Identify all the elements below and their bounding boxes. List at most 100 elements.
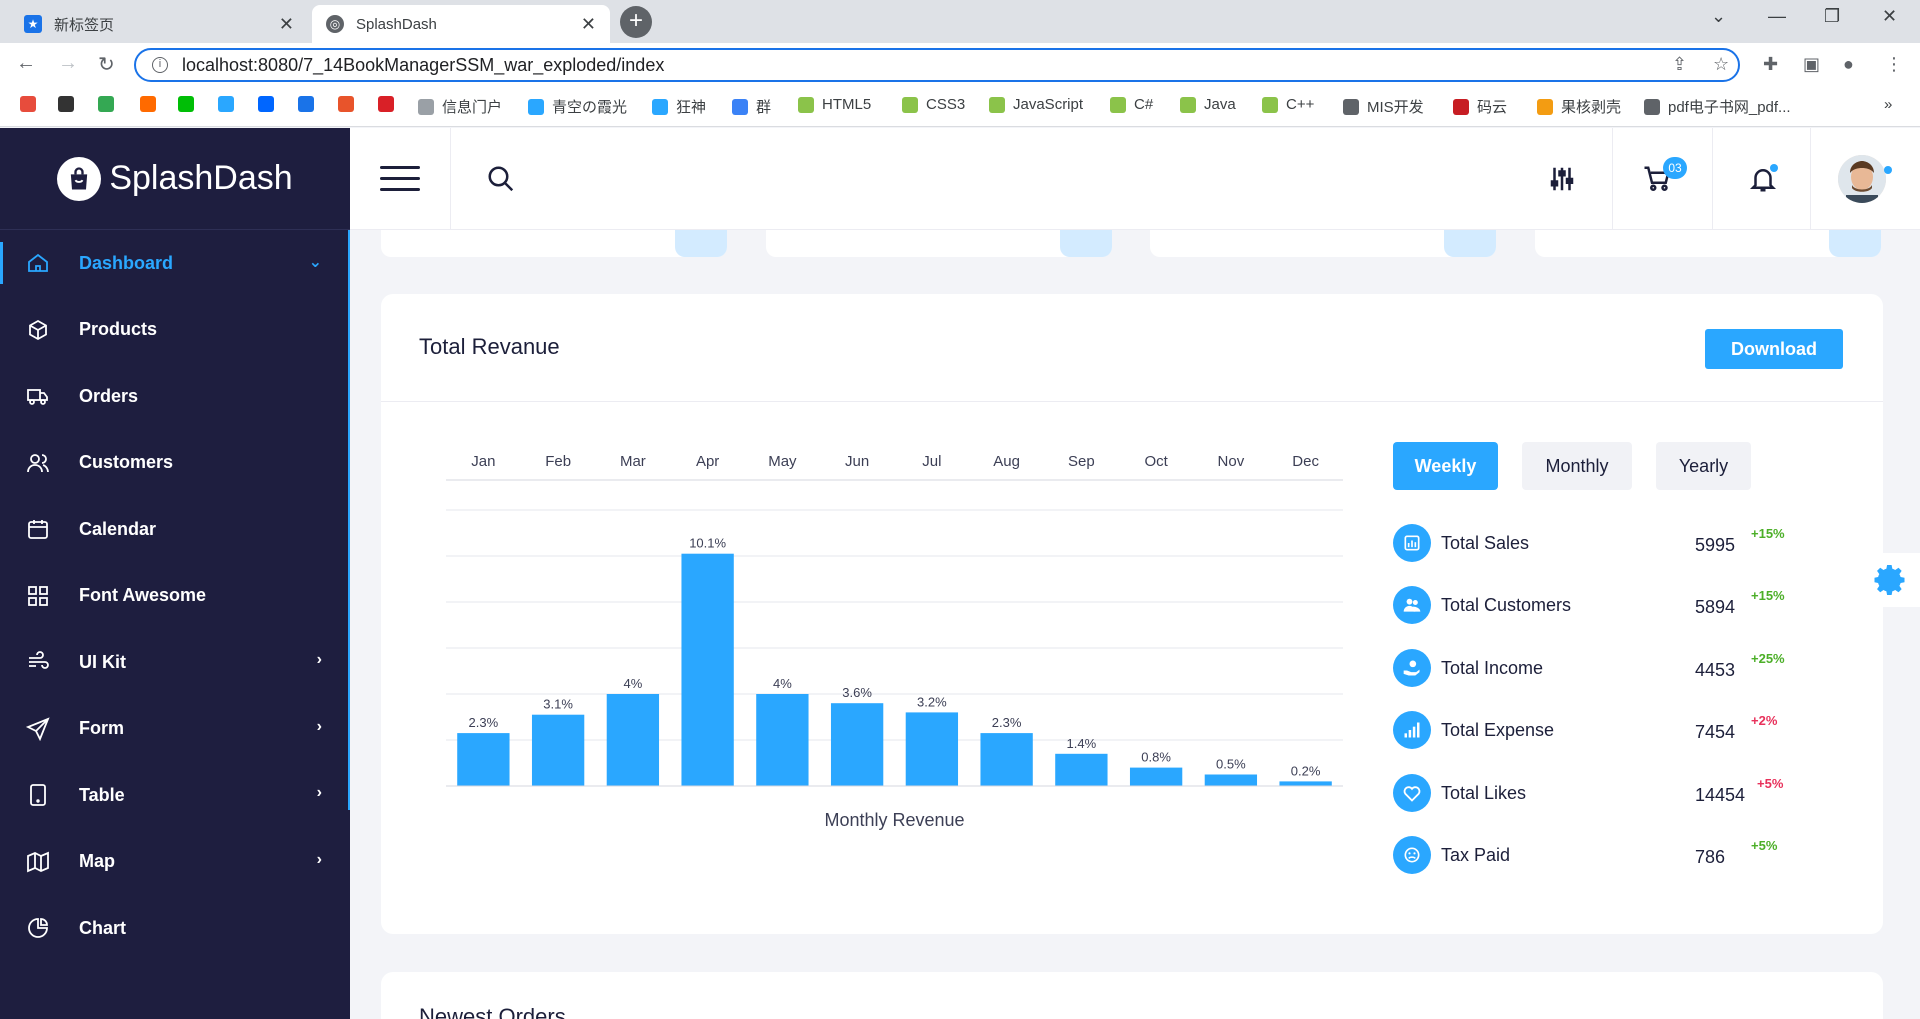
bookmark-item[interactable]: HTML5 bbox=[798, 96, 871, 113]
profile-icon[interactable]: ● bbox=[1843, 54, 1854, 74]
extensions-icon[interactable]: ✚ bbox=[1763, 54, 1779, 74]
sidebar-item-calendar[interactable]: Calendar bbox=[0, 496, 350, 563]
bookmark-item[interactable]: 狂神 bbox=[652, 96, 706, 117]
stat-change: +25% bbox=[1751, 651, 1785, 666]
stat-value: 786 bbox=[1695, 847, 1726, 867]
sidebar-item-dashboard[interactable]: Dashboard ⌄ bbox=[0, 230, 350, 297]
bookmark-item[interactable] bbox=[258, 96, 282, 112]
yearly-button[interactable]: Yearly bbox=[1656, 442, 1751, 490]
stat-total-sales: Total Sales 5995 +15% bbox=[1393, 524, 1833, 564]
reload-icon[interactable]: ↻ bbox=[98, 54, 115, 76]
sidebar-item-products[interactable]: Products bbox=[0, 297, 350, 364]
bookmark-item[interactable] bbox=[98, 96, 122, 112]
sidebar-item-font-awesome[interactable]: Font Awesome bbox=[0, 563, 350, 630]
bookmark-label: 群 bbox=[756, 99, 772, 116]
bookmark-item[interactable] bbox=[178, 96, 202, 112]
bookmark-item[interactable]: JavaScript bbox=[989, 96, 1083, 113]
bookmark-item[interactable] bbox=[378, 96, 402, 112]
sidebar-item-label: Map bbox=[79, 851, 115, 872]
back-arrow-icon[interactable]: ← bbox=[16, 52, 36, 74]
x-tick-label: Feb bbox=[545, 453, 571, 470]
bookmark-item[interactable]: Java bbox=[1180, 96, 1236, 113]
bookmark-item[interactable]: 信息门户 bbox=[418, 96, 502, 117]
bookmark-item[interactable] bbox=[298, 96, 322, 112]
bookmark-item[interactable]: C# bbox=[1110, 96, 1153, 113]
data-label: 0.2% bbox=[1291, 763, 1321, 778]
code-icon bbox=[1262, 96, 1278, 113]
x-tick-label: Oct bbox=[1144, 453, 1168, 470]
browser-tab-splashdash[interactable]: ◎ SplashDash ✕ bbox=[312, 5, 610, 43]
browser-menu-icon[interactable]: ⋮ bbox=[1885, 54, 1903, 74]
stat-card bbox=[1535, 230, 1881, 257]
c-icon bbox=[338, 96, 354, 112]
bookmark-item[interactable] bbox=[20, 96, 44, 112]
bookmark-item[interactable]: CSS3 bbox=[902, 96, 965, 113]
bookmark-item[interactable] bbox=[338, 96, 362, 112]
sidebar-item-form[interactable]: Form › bbox=[0, 696, 350, 763]
bookmark-star-icon[interactable]: ☆ bbox=[1713, 54, 1730, 74]
close-tab-icon[interactable]: ✕ bbox=[580, 13, 596, 34]
bookmark-item[interactable] bbox=[58, 96, 82, 112]
menu-toggle-icon[interactable] bbox=[380, 166, 420, 191]
data-label: 3.2% bbox=[917, 694, 947, 709]
restore-icon[interactable]: ❐ bbox=[1824, 6, 1841, 26]
sidebar-item-map[interactable]: Map › bbox=[0, 829, 350, 896]
sidebar-item-table[interactable]: Table › bbox=[0, 762, 350, 829]
sidebar-menu: Dashboard ⌄ Products Orders Customers Calenda… bbox=[0, 230, 350, 962]
bilibili-icon bbox=[528, 98, 544, 115]
sidebar-item-customers[interactable]: Customers bbox=[0, 430, 350, 497]
stat-value: 5894 bbox=[1695, 597, 1736, 617]
bookmark-item[interactable]: pdf电子书网_pdf... bbox=[1644, 96, 1791, 117]
bell-icon[interactable] bbox=[1748, 164, 1778, 194]
stat-card-icon-tab bbox=[1829, 230, 1881, 257]
brand[interactable]: SplashDash bbox=[0, 128, 350, 230]
url-input[interactable]: i localhost:8080/7_14BookManagerSSM_war_… bbox=[134, 48, 1740, 82]
bookmark-item[interactable] bbox=[218, 96, 242, 112]
forward-arrow-icon[interactable]: → bbox=[58, 52, 78, 74]
close-tab-icon[interactable]: ✕ bbox=[278, 13, 294, 34]
new-tab-button[interactable]: + bbox=[620, 6, 652, 38]
sidebar-item-label: UI Kit bbox=[79, 651, 126, 672]
bookmark-item[interactable]: 码云 bbox=[1453, 96, 1507, 117]
filter-sliders-icon[interactable] bbox=[1547, 164, 1577, 194]
user-avatar[interactable] bbox=[1838, 155, 1886, 203]
tab-title: SplashDash bbox=[356, 15, 437, 33]
window-close-icon[interactable]: ✕ bbox=[1882, 6, 1898, 26]
more-bookmarks-icon[interactable]: » bbox=[1884, 96, 1893, 113]
bookmark-item[interactable]: MIS开发 bbox=[1343, 96, 1424, 117]
bookmark-item[interactable]: 果核剥壳 bbox=[1537, 96, 1621, 117]
sidebar-item-label: Orders bbox=[79, 385, 139, 406]
sidebar-item-ui-kit[interactable]: UI Kit › bbox=[0, 629, 350, 696]
download-button[interactable]: Download bbox=[1705, 329, 1843, 369]
notification-dot bbox=[1770, 164, 1778, 172]
site-info-icon[interactable]: i bbox=[152, 57, 168, 73]
revenue-bar-chart: Jan 2.3% Feb 3.1% Mar 4% Apr 10.1% May 4% Jun 3.6% J… bbox=[446, 453, 1343, 830]
search-icon[interactable] bbox=[486, 164, 516, 194]
bookmark-item[interactable]: 群 bbox=[732, 96, 771, 117]
sidebar-item-orders[interactable]: Orders bbox=[0, 363, 350, 430]
x-tick-label: May bbox=[768, 453, 797, 470]
chevron-right-icon: › bbox=[316, 850, 322, 868]
weekly-button[interactable]: Weekly bbox=[1393, 442, 1498, 490]
x-tick-label: Apr bbox=[696, 453, 719, 470]
sidebar-item-label: Chart bbox=[79, 917, 127, 938]
user-avatar-image bbox=[1838, 155, 1886, 203]
iqiyi-icon bbox=[178, 96, 194, 112]
side-panel-icon[interactable]: ▣ bbox=[1803, 54, 1821, 74]
bookmark-item[interactable] bbox=[140, 96, 164, 112]
sidebar-item-chart[interactable]: Chart bbox=[0, 895, 350, 962]
browser-tab-newtab[interactable]: ★ 新标签页 ✕ bbox=[10, 5, 308, 43]
bookmark-label: C# bbox=[1134, 96, 1154, 113]
code-icon bbox=[902, 96, 918, 113]
data-label: 4% bbox=[773, 676, 792, 691]
minimize-icon[interactable]: — bbox=[1768, 6, 1786, 26]
header-divider bbox=[1712, 128, 1713, 230]
monthly-button[interactable]: Monthly bbox=[1522, 442, 1632, 490]
group-icon bbox=[732, 98, 748, 115]
tab-search-icon[interactable]: ⌄ bbox=[1711, 6, 1727, 26]
settings-gear-icon[interactable] bbox=[1862, 553, 1920, 607]
bookmark-item[interactable]: 青空の霞光 bbox=[528, 96, 627, 117]
bookmark-item[interactable]: C++ bbox=[1262, 96, 1314, 113]
bookmark-label: MIS开发 bbox=[1367, 99, 1424, 116]
share-icon[interactable]: ⇪ bbox=[1672, 54, 1688, 74]
